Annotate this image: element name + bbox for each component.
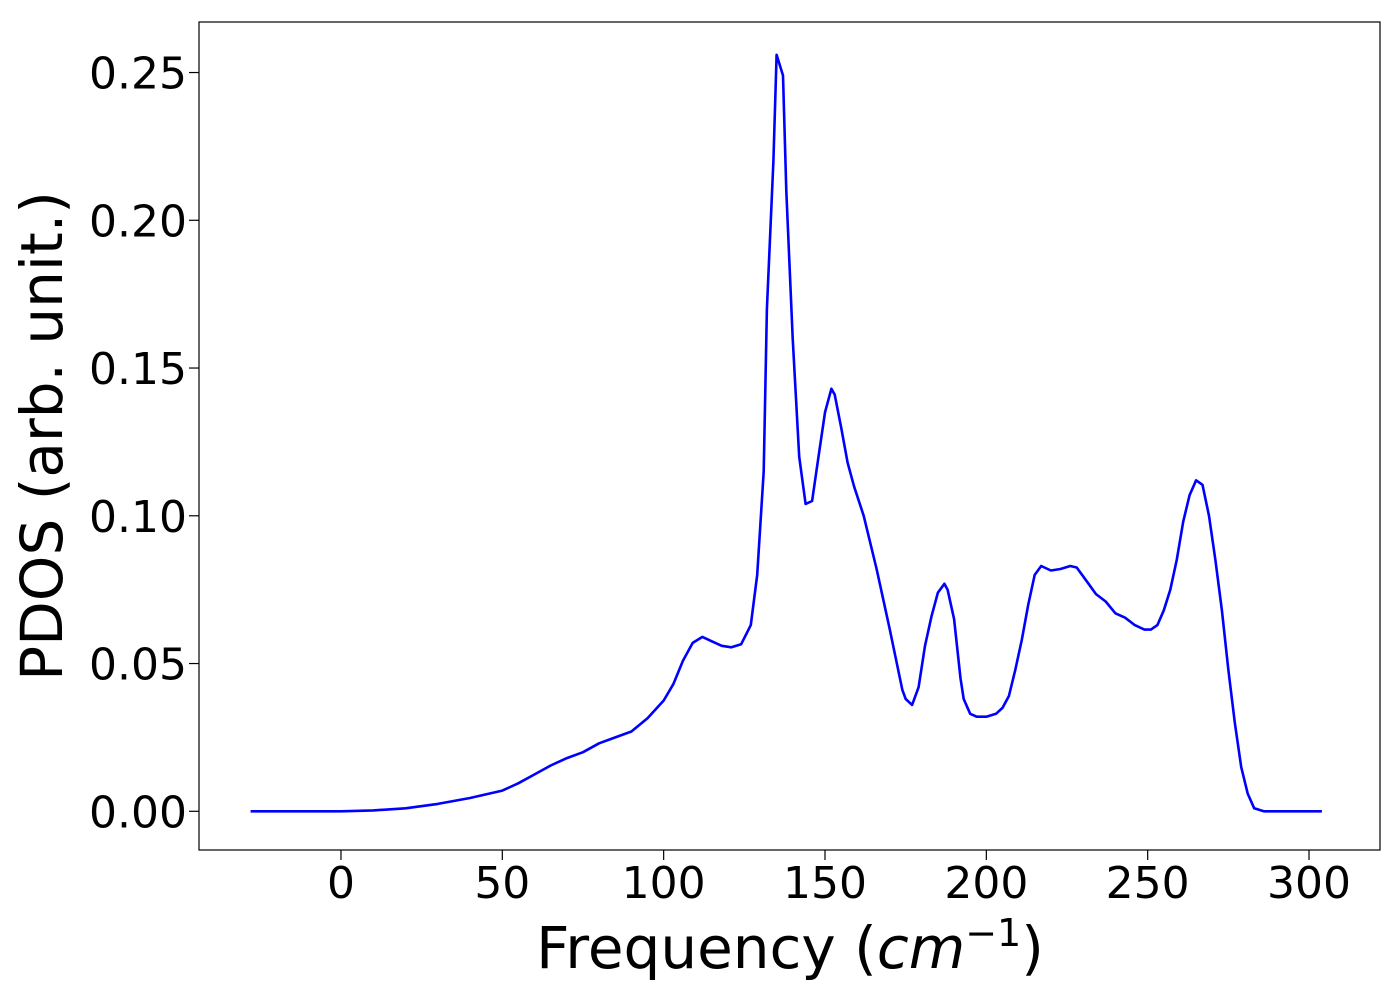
x-tick-label: 0 bbox=[327, 858, 355, 909]
y-tick-label: 0.15 bbox=[89, 344, 187, 395]
plot-area bbox=[198, 21, 1381, 851]
y-axis-label: PDOS (arb. unit.) bbox=[8, 191, 76, 681]
y-tick-label: 0.25 bbox=[89, 49, 187, 100]
x-tick-label: 150 bbox=[783, 858, 867, 909]
x-tick-label: 50 bbox=[474, 858, 530, 909]
x-tick-label: 300 bbox=[1267, 858, 1351, 909]
x-tick-label: 250 bbox=[1106, 858, 1190, 909]
y-tick-label: 0.05 bbox=[89, 640, 187, 691]
y-tick-label: 0.20 bbox=[89, 196, 187, 247]
y-axis: 0.00 0.05 0.10 0.15 0.20 0.25 bbox=[89, 49, 199, 838]
x-axis: 0 50 100 150 200 250 300 bbox=[327, 850, 1351, 909]
x-axis-label: Frequency (cm−1) bbox=[536, 911, 1044, 982]
x-tick-label: 100 bbox=[622, 858, 706, 909]
y-tick-label: 0.00 bbox=[89, 787, 187, 838]
pdos-line bbox=[250, 53, 1322, 813]
y-tick-label: 0.10 bbox=[89, 492, 187, 543]
x-tick-label: 200 bbox=[944, 858, 1028, 909]
